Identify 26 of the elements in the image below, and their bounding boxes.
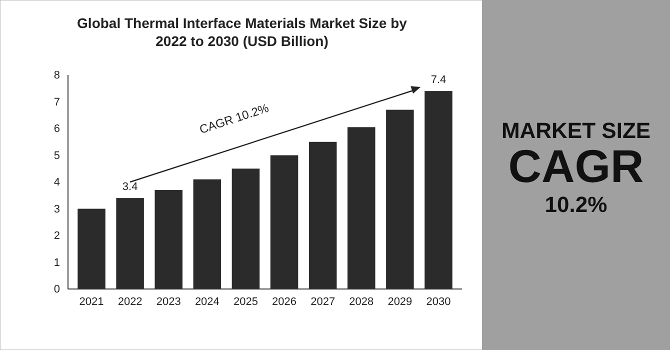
x-tick-label: 2027 bbox=[310, 296, 336, 308]
x-tick-label: 2024 bbox=[194, 296, 220, 308]
x-tick-label: 2023 bbox=[156, 296, 181, 308]
y-tick-label: 1 bbox=[54, 256, 60, 269]
annotation: CAGR 10.2% bbox=[198, 100, 271, 137]
x-tick-label: 2028 bbox=[349, 296, 374, 308]
y-tick-label: 5 bbox=[54, 150, 60, 162]
y-tick-label: 4 bbox=[54, 176, 60, 189]
y-tick-label: 6 bbox=[54, 123, 60, 136]
text: MARKET SIZE bbox=[501, 118, 651, 143]
y-tick-label: 3 bbox=[54, 203, 60, 216]
chart-title: Global Thermal Interface Materials Market Size by 2022 to 2030 (USD Billion) bbox=[77, 15, 408, 49]
data-label: 7.4 bbox=[430, 74, 446, 86]
y-tick-label: 7 bbox=[54, 96, 60, 108]
x-tick-label: 2021 bbox=[79, 296, 104, 308]
y-tick-label: 2 bbox=[54, 230, 60, 242]
x-tick-label: 2022 bbox=[118, 296, 142, 308]
x-tick-label: 2030 bbox=[426, 296, 451, 308]
data-label: 3.4 bbox=[122, 181, 138, 194]
text: CAGR bbox=[508, 140, 644, 192]
x-tick-label: 2025 bbox=[233, 296, 258, 308]
text: 10.2% bbox=[544, 192, 608, 217]
y-tick-label: 0 bbox=[54, 284, 60, 296]
x-tick-label: 2029 bbox=[388, 296, 412, 308]
x-tick-label: 2026 bbox=[272, 296, 297, 308]
y-tick-label: 8 bbox=[54, 70, 60, 82]
